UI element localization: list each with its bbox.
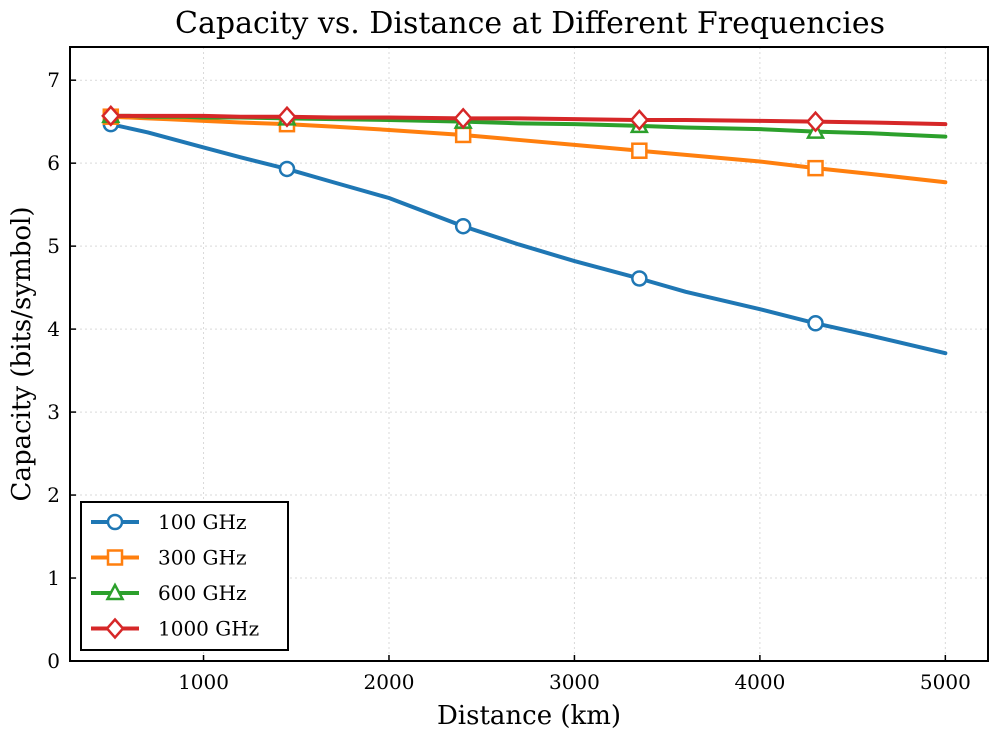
series-line (108, 114, 948, 185)
x-tick-label: 3000 (549, 670, 600, 694)
legend-marker (106, 513, 124, 531)
data-point (631, 270, 648, 287)
x-axis-label: Distance (km) (437, 701, 621, 731)
series-line (108, 122, 948, 356)
series-1000-ghz (101, 104, 948, 133)
legend-item: 600 GHz (91, 581, 247, 605)
data-point (805, 110, 826, 133)
y-tick-label: 6 (47, 151, 60, 175)
x-tick-label: 1000 (178, 670, 229, 694)
y-tick-label: 3 (47, 400, 60, 424)
legend-item: 1000 GHz (91, 617, 259, 641)
legend-label: 100 GHz (158, 510, 247, 534)
legend-label: 1000 GHz (158, 617, 259, 641)
tick-layer: 1000 2000 3000 4000 5000 0 1 2 3 4 5 6 7 (47, 68, 971, 694)
data-point (631, 142, 648, 159)
y-tick-label: 2 (47, 483, 60, 507)
series-100-ghz (102, 115, 948, 356)
data-point (629, 109, 650, 131)
data-point (807, 159, 824, 177)
legend-item: 300 GHz (91, 546, 247, 570)
y-tick-label: 0 (47, 649, 60, 673)
data-point (454, 126, 472, 144)
chart-title: Capacity vs. Distance at Different Frequ… (175, 6, 885, 41)
legend-label: 600 GHz (158, 581, 247, 605)
y-tick-label: 7 (47, 68, 60, 92)
plot-frame (69, 46, 989, 662)
data-point (277, 105, 297, 128)
series-line (108, 113, 948, 127)
series-layer (101, 104, 948, 356)
legend-marker (105, 617, 125, 640)
y-axis-label: Capacity (bits/symbol) (7, 207, 37, 502)
legend-item: 100 GHz (91, 510, 247, 534)
x-tick-label: 5000 (920, 670, 971, 694)
data-point (807, 315, 824, 332)
legend-label: 300 GHz (158, 546, 247, 570)
data-point (453, 107, 473, 130)
y-tick-label: 1 (47, 566, 60, 590)
data-point (101, 104, 121, 127)
y-tick-label: 5 (47, 234, 60, 258)
x-tick-label: 4000 (734, 670, 785, 694)
data-point (454, 217, 472, 235)
legend-marker (105, 582, 125, 601)
data-point (278, 160, 296, 178)
x-tick-label: 2000 (364, 670, 415, 694)
legend-marker (106, 549, 124, 566)
legend: 100 GHz 300 GHz 600 GHz 1000 GHz (80, 501, 289, 651)
y-tick-label: 4 (47, 317, 60, 341)
